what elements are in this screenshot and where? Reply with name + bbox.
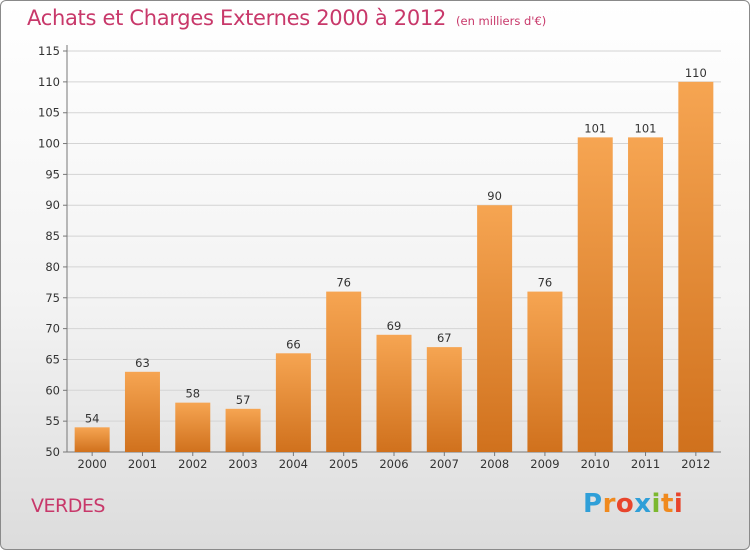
bars <box>74 81 714 452</box>
y-tick-label: 70 <box>45 322 60 336</box>
data-label: 76 <box>538 276 553 290</box>
y-tick-label: 55 <box>45 414 60 428</box>
bar <box>477 205 513 452</box>
data-label: 90 <box>487 189 502 203</box>
bar <box>326 291 362 452</box>
y-tick-label: 50 <box>45 445 60 459</box>
x-tick-label: 2002 <box>178 457 207 471</box>
title-text: Achats et Charges Externes 2000 à 2012 <box>27 6 447 30</box>
y-tick-label: 65 <box>45 352 60 366</box>
y-tick-label: 110 <box>38 75 60 89</box>
y-tick-label: 60 <box>45 383 60 397</box>
data-label: 63 <box>135 356 150 370</box>
data-label: 110 <box>685 66 707 80</box>
data-label: 66 <box>286 337 301 351</box>
bar <box>74 427 110 452</box>
bar <box>426 347 462 452</box>
data-label: 67 <box>437 331 452 345</box>
y-tick-label: 115 <box>38 44 60 58</box>
bar <box>678 81 714 452</box>
chart-subtitle: (en milliers d'€) <box>456 14 547 28</box>
logo-letter: o <box>615 489 635 519</box>
bar <box>577 137 613 452</box>
bar <box>376 334 412 452</box>
logo-letter: P <box>583 489 603 519</box>
y-tick-label: 75 <box>45 291 60 305</box>
x-tick-label: 2001 <box>128 457 157 471</box>
y-tick-label: 85 <box>45 229 60 243</box>
y-tick-label: 90 <box>45 198 60 212</box>
commune-name: VERDES <box>31 495 105 517</box>
x-tick-label: 2004 <box>279 457 308 471</box>
y-tick-label: 100 <box>38 137 60 151</box>
y-tick-label: 95 <box>45 167 60 181</box>
x-tick-label: 2012 <box>681 457 710 471</box>
data-label: 69 <box>387 319 402 333</box>
proxiti-logo: Proxiti <box>583 489 683 519</box>
bar <box>628 137 664 452</box>
x-tick-label: 2009 <box>530 457 559 471</box>
y-tick-label: 80 <box>45 260 60 274</box>
y-tick-label: 105 <box>38 106 60 120</box>
data-label: 101 <box>635 121 657 135</box>
bar <box>527 291 563 452</box>
chart-title: Achats et Charges Externes 2000 à 2012 (e… <box>27 6 546 30</box>
data-label: 76 <box>336 276 351 290</box>
x-tick-label: 2003 <box>228 457 257 471</box>
logo-letter: i <box>651 489 661 519</box>
x-tick-label: 2005 <box>329 457 358 471</box>
data-label: 58 <box>185 387 200 401</box>
x-tick-label: 2007 <box>430 457 459 471</box>
logo-letter: x <box>634 489 652 519</box>
x-tick-label: 2006 <box>379 457 408 471</box>
data-label: 57 <box>236 393 251 407</box>
logo-letter: i <box>673 489 684 519</box>
bar <box>124 371 160 452</box>
bar <box>275 353 311 452</box>
logo-letter: t <box>660 489 674 519</box>
logo-letter: r <box>602 489 616 519</box>
x-tick-label: 2011 <box>631 457 660 471</box>
x-tick-label: 2000 <box>78 457 107 471</box>
x-tick-label: 2008 <box>480 457 509 471</box>
x-tick-label: 2010 <box>581 457 610 471</box>
bar <box>175 402 211 452</box>
labels: 54 2000 63 2001 58 2002 57 2003 66 2004 76 2005 69 20… <box>78 66 711 471</box>
data-label: 54 <box>85 411 100 425</box>
bar <box>225 408 261 452</box>
data-label: 101 <box>584 121 606 135</box>
